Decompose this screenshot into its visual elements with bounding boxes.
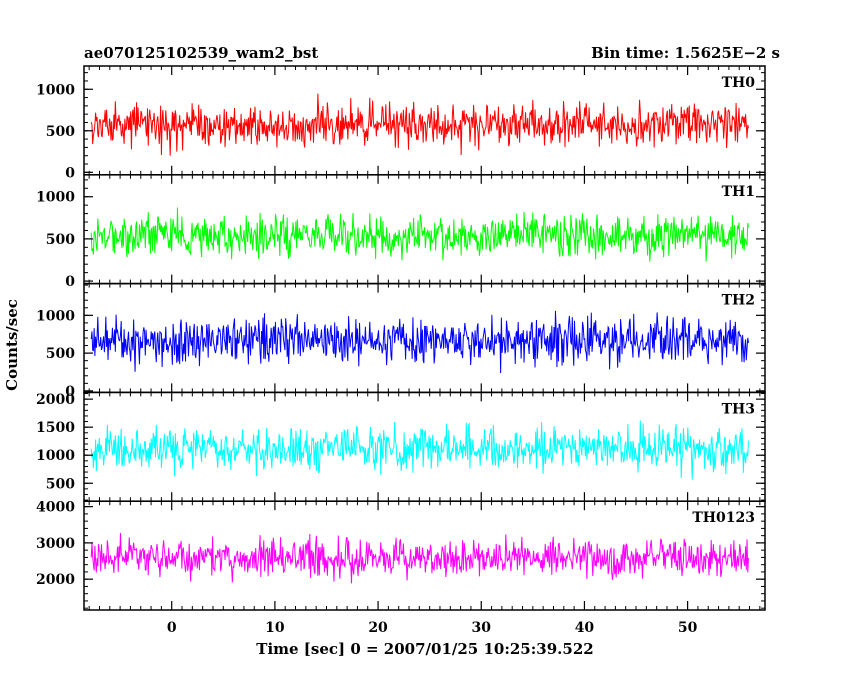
panel-label-th3: TH3 (722, 401, 755, 417)
x-tick-label: 10 (265, 620, 285, 636)
y-tick-label: 0 (65, 165, 75, 181)
y-tick-label: 500 (46, 232, 75, 248)
y-tick-label: 1000 (36, 82, 75, 98)
y-tick-label: 0 (65, 384, 75, 400)
panel-label-th1: TH1 (722, 184, 755, 200)
y-tick-label: 2000 (36, 572, 75, 588)
panel-th2: 0 500 1000 TH2 (36, 282, 766, 400)
y-tick-label: 3000 (36, 536, 75, 552)
x-tick-label: 40 (575, 620, 595, 636)
panel-frame (83, 391, 766, 502)
series-th3 (90, 420, 749, 480)
panel-th0: 0 500 1000 TH0 (36, 65, 766, 181)
y-tick-label: 1500 (36, 420, 75, 436)
panel-label-th0: TH0 (722, 75, 756, 91)
x-axis-label: Time [sec] 0 = 2007/01/25 10:25:39.522 (256, 640, 593, 658)
chart-title-left: ae070125102539_wam2_bst (84, 44, 318, 62)
y-tick-label: 0 (65, 274, 75, 290)
y-tick-label: 4000 (36, 500, 75, 516)
panel-th3: 500 1000 1500 2000 TH3 (36, 391, 766, 502)
x-tick-label: 50 (678, 620, 698, 636)
x-tick-label: 0 (167, 620, 177, 636)
y-tick-label: 1000 (36, 190, 75, 206)
y-tick-label: 1000 (36, 448, 75, 464)
y-tick-label: 1000 (36, 308, 75, 324)
series-th2 (90, 310, 749, 374)
series-th0123 (90, 533, 749, 584)
chart-title-right: Bin time: 1.5625E−2 s (591, 44, 780, 62)
x-tick-label: 30 (472, 620, 492, 636)
panel-frame (83, 500, 766, 611)
x-tick-label: 20 (368, 620, 388, 636)
panel-th0123: 2000 3000 4000 TH0123 (36, 500, 766, 611)
y-tick-label: 500 (46, 346, 75, 362)
series-th0 (90, 93, 749, 156)
panel-th1: 0 500 1000 TH1 (36, 174, 766, 290)
panel-label-th0123: TH0123 (692, 510, 755, 526)
y-tick-label: 500 (46, 476, 75, 492)
y-axis-label: Counts/sec (3, 299, 21, 391)
series-th1 (90, 207, 749, 262)
y-tick-label: 2000 (36, 392, 75, 408)
panel-label-th2: TH2 (722, 293, 755, 309)
y-tick-label: 500 (46, 124, 75, 140)
